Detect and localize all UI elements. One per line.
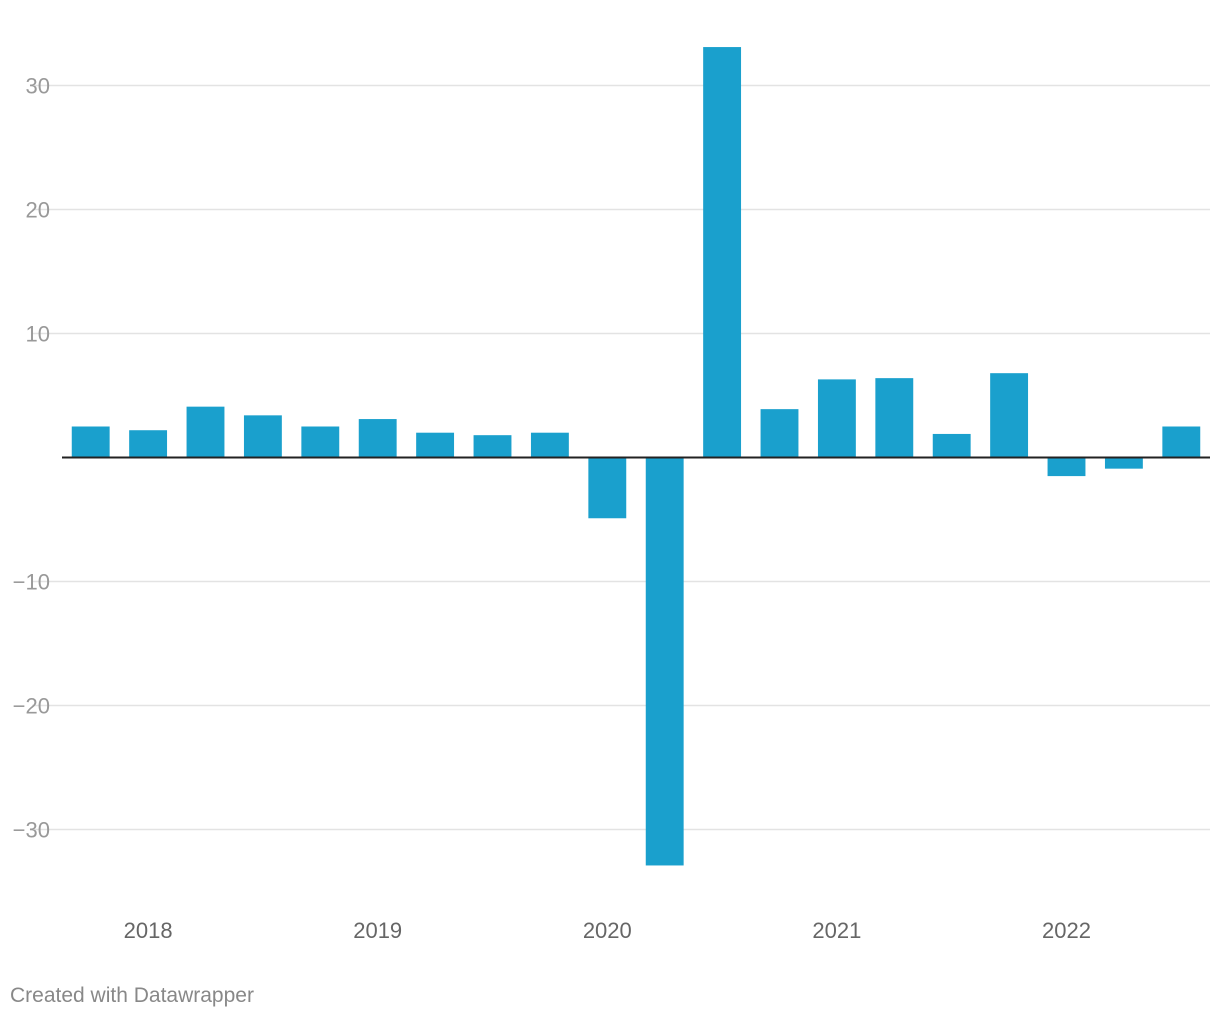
bar	[817, 379, 856, 458]
bar	[1104, 457, 1143, 469]
y-axis-ticks: 30 20 10 −10 −20 −30	[13, 74, 50, 843]
bar	[703, 47, 742, 458]
bar	[243, 415, 282, 458]
y-tick-label: −10	[13, 570, 50, 595]
bar	[760, 409, 799, 458]
y-tick-label: −20	[13, 694, 50, 719]
footer-credit: Created with Datawrapper	[10, 984, 254, 1007]
bar	[358, 419, 397, 458]
y-tick-label: 10	[26, 322, 50, 347]
x-tick-label: 2021	[812, 918, 861, 943]
bar	[530, 432, 569, 458]
y-tick-label: 20	[26, 198, 50, 223]
x-axis-ticks: 2018 2019 2020 2021 2022	[124, 918, 1091, 943]
bar	[129, 430, 168, 458]
bar	[71, 426, 110, 458]
x-tick-label: 2022	[1042, 918, 1091, 943]
bars	[71, 47, 1201, 866]
bar	[416, 432, 455, 458]
bar	[932, 433, 971, 458]
bar	[1162, 426, 1201, 458]
bar	[875, 378, 914, 458]
bar	[588, 457, 627, 519]
bar	[990, 373, 1029, 458]
bar	[301, 426, 340, 458]
bar	[186, 406, 225, 458]
x-tick-label: 2018	[124, 918, 173, 943]
x-tick-label: 2020	[583, 918, 632, 943]
bar	[473, 435, 512, 458]
bar	[645, 457, 684, 866]
x-tick-label: 2019	[353, 918, 402, 943]
bar	[1047, 457, 1086, 477]
bar-chart: 30 20 10 −10 −20 −30 2018 2019 2020 2021 2022	[13, 47, 1210, 943]
y-tick-label: −30	[13, 818, 50, 843]
gridlines	[32, 84, 1210, 831]
y-tick-label: 30	[26, 74, 50, 99]
